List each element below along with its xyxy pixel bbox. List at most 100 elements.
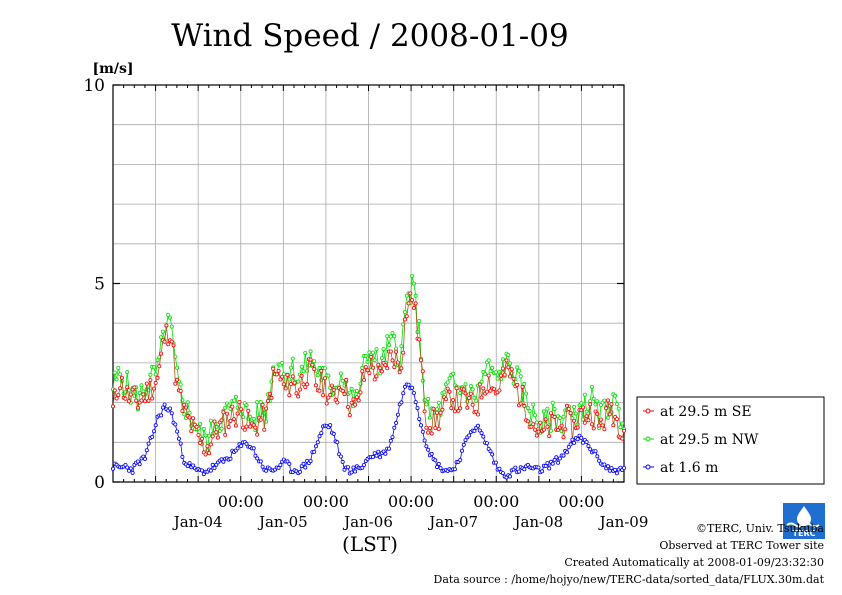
series-point — [383, 363, 388, 368]
series-point — [160, 329, 165, 334]
series-point — [534, 420, 539, 425]
series-point — [280, 374, 285, 379]
series-point — [575, 437, 580, 442]
series-point — [579, 401, 584, 406]
series-point — [349, 386, 354, 391]
series-point — [203, 433, 208, 438]
series-point — [507, 361, 512, 366]
series-point — [497, 388, 502, 393]
series-point — [422, 398, 427, 403]
series-point — [477, 382, 482, 387]
x-date-label: Jan-05 — [257, 513, 308, 531]
series-point — [479, 431, 484, 436]
series-point — [410, 274, 415, 279]
series-point — [267, 391, 272, 396]
series-point — [228, 456, 233, 461]
series-point — [593, 449, 598, 454]
series-point — [155, 375, 160, 380]
series-point — [119, 375, 124, 380]
series-point — [125, 385, 130, 390]
series-point — [545, 461, 550, 466]
series-point — [153, 372, 158, 377]
series-point — [386, 446, 391, 451]
series-point — [296, 379, 301, 384]
series-point — [595, 411, 600, 416]
x-tick-label: 00:00 — [218, 492, 264, 511]
series-point — [604, 406, 609, 411]
series-point — [353, 469, 358, 474]
series-point — [622, 465, 627, 470]
series-point — [187, 461, 192, 466]
series-point — [607, 412, 612, 417]
series-point — [507, 474, 512, 479]
series-point — [522, 403, 527, 408]
series-point — [308, 357, 313, 362]
series-point — [271, 366, 276, 371]
series-point — [299, 364, 304, 369]
series-point — [148, 378, 153, 383]
series-point — [463, 438, 468, 443]
series-point — [288, 381, 293, 386]
series-point — [606, 415, 611, 420]
series-point — [148, 372, 153, 377]
series-point — [475, 423, 480, 428]
series-point — [290, 356, 295, 361]
series-point — [144, 448, 149, 453]
series-point — [299, 373, 304, 378]
series-point — [349, 470, 354, 475]
series-point — [557, 416, 562, 421]
series-point — [347, 413, 352, 418]
series-point — [507, 374, 512, 379]
series-point — [251, 416, 256, 421]
series-point — [468, 383, 473, 388]
series-point — [155, 358, 160, 363]
series-point — [614, 417, 619, 422]
series-point — [401, 350, 406, 355]
series-point — [566, 406, 571, 411]
series-point — [443, 397, 448, 402]
series-point — [376, 449, 381, 454]
series-point — [470, 402, 475, 407]
series-point — [557, 456, 562, 461]
series-point — [552, 414, 557, 419]
series-point — [253, 425, 258, 430]
series-point — [545, 406, 550, 411]
series-point — [543, 417, 548, 422]
series-point — [372, 377, 377, 382]
series-point — [367, 350, 372, 355]
series-point — [431, 406, 436, 411]
series-point — [303, 350, 308, 355]
series-point — [591, 396, 596, 401]
series-point — [239, 443, 244, 448]
series-point — [420, 429, 425, 434]
series-point — [561, 435, 566, 440]
series-point — [321, 393, 326, 398]
series-point — [354, 395, 359, 400]
series-point — [573, 411, 578, 416]
series-point — [436, 400, 441, 405]
series-point — [324, 401, 329, 406]
series-point — [579, 435, 584, 440]
series-point — [582, 420, 587, 425]
series-point — [545, 424, 550, 429]
series-point — [611, 423, 616, 428]
series-point — [215, 435, 220, 440]
series-point — [296, 394, 301, 399]
series-point — [433, 425, 438, 430]
x-tick-label: 00:00 — [388, 492, 434, 511]
series-point — [127, 399, 132, 404]
series-point — [128, 392, 133, 397]
series-point — [150, 434, 155, 439]
series-point — [549, 411, 554, 416]
series-point — [497, 369, 502, 374]
series-point — [301, 461, 306, 466]
series-point — [390, 330, 395, 335]
series-point — [303, 465, 308, 470]
series-point — [315, 440, 320, 445]
series-point — [244, 403, 249, 408]
series-point — [385, 334, 390, 339]
series-point — [219, 426, 224, 431]
series-point — [424, 444, 429, 449]
series-point — [235, 446, 240, 451]
series-point — [305, 382, 310, 387]
